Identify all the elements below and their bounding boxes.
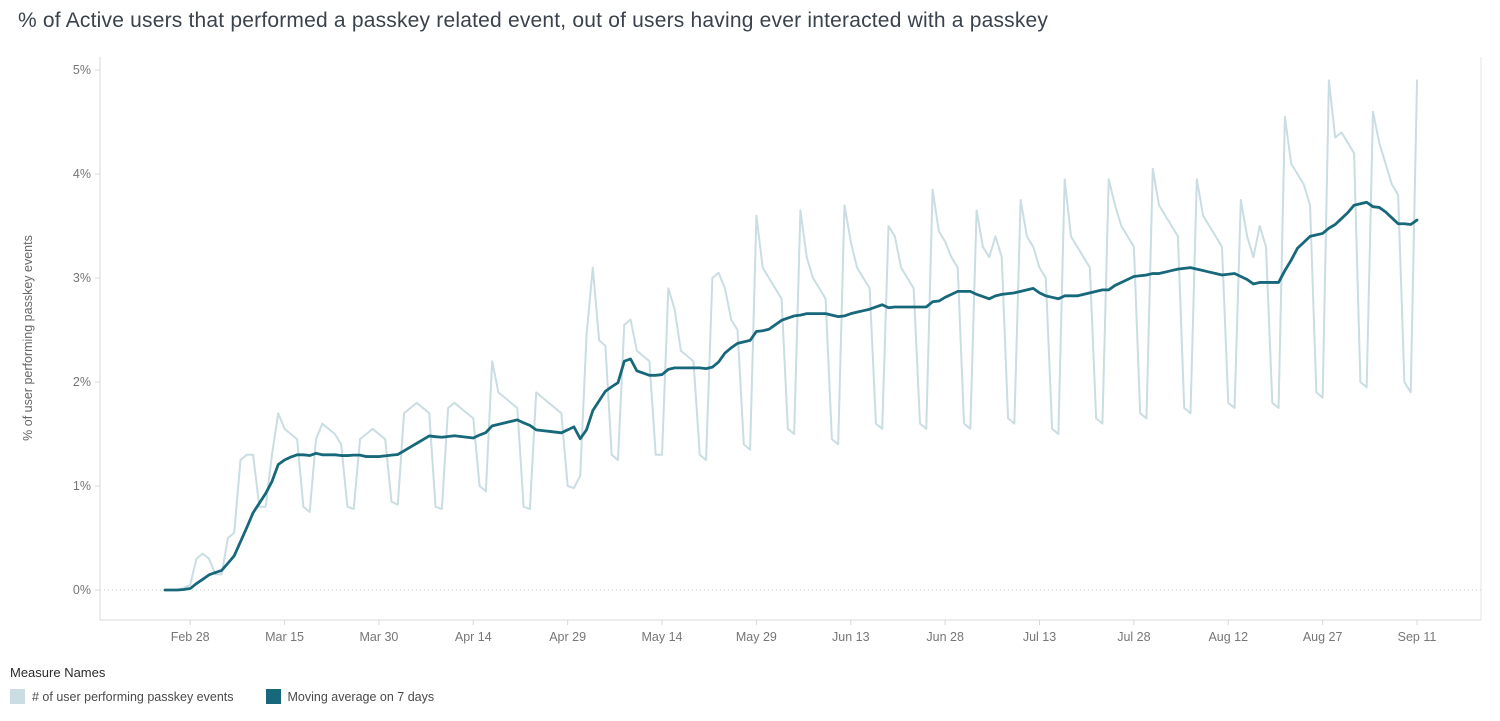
y-tick-label: 1% <box>73 479 91 493</box>
x-tick-label: May 29 <box>736 630 777 644</box>
legend-title: Measure Names <box>10 665 106 680</box>
legend-item-label: # of user performing passkey events <box>32 689 234 704</box>
y-tick-label: 2% <box>73 375 91 389</box>
x-tick-label: Aug 27 <box>1303 630 1343 644</box>
legend-items: # of user performing passkey events Movin… <box>10 689 434 704</box>
legend-item[interactable]: # of user performing passkey events <box>10 689 234 704</box>
x-tick-label: Aug 12 <box>1208 630 1248 644</box>
legend-item[interactable]: Moving average on 7 days <box>265 689 435 704</box>
x-tick-label: Mar 15 <box>265 630 304 644</box>
x-tick-label: Feb 28 <box>171 630 210 644</box>
y-tick-label: 3% <box>73 271 91 285</box>
x-tick-label: Apr 29 <box>549 630 586 644</box>
y-tick-label: 5% <box>73 63 91 77</box>
y-tick-label: 0% <box>73 583 91 597</box>
legend-swatch <box>10 689 25 704</box>
legend-item-label: Moving average on 7 days <box>287 689 435 704</box>
chart-title: % of Active users that performed a passk… <box>18 9 1049 32</box>
legend-swatch <box>265 689 281 704</box>
x-tick-label: Mar 30 <box>359 630 398 644</box>
x-tick-label: Jul 28 <box>1117 630 1150 644</box>
x-tick-label: Jun 13 <box>832 630 870 644</box>
legend: Measure Names # of user performing passk… <box>10 665 434 704</box>
x-tick-label: Apr 14 <box>455 630 492 644</box>
plot-area[interactable]: 0% 1% 2% 3% 4% 5% Feb 28 Mar 15 Mar 30 Apr 14 Apr … <box>73 57 1482 644</box>
y-tick-label: 4% <box>73 167 91 181</box>
x-tick-label: May 14 <box>642 630 683 644</box>
line-chart[interactable]: % of user performing passkey events 0% 1%… <box>0 0 1500 658</box>
x-tick-label: Jul 13 <box>1023 630 1056 644</box>
moving-average-line[interactable] <box>163 200 1419 592</box>
y-axis-title: % of user performing passkey events <box>21 235 35 441</box>
x-tick-label: Sep 11 <box>1398 630 1437 644</box>
daily-series-line[interactable] <box>164 79 1418 591</box>
x-tick-label: Jun 28 <box>926 630 964 644</box>
